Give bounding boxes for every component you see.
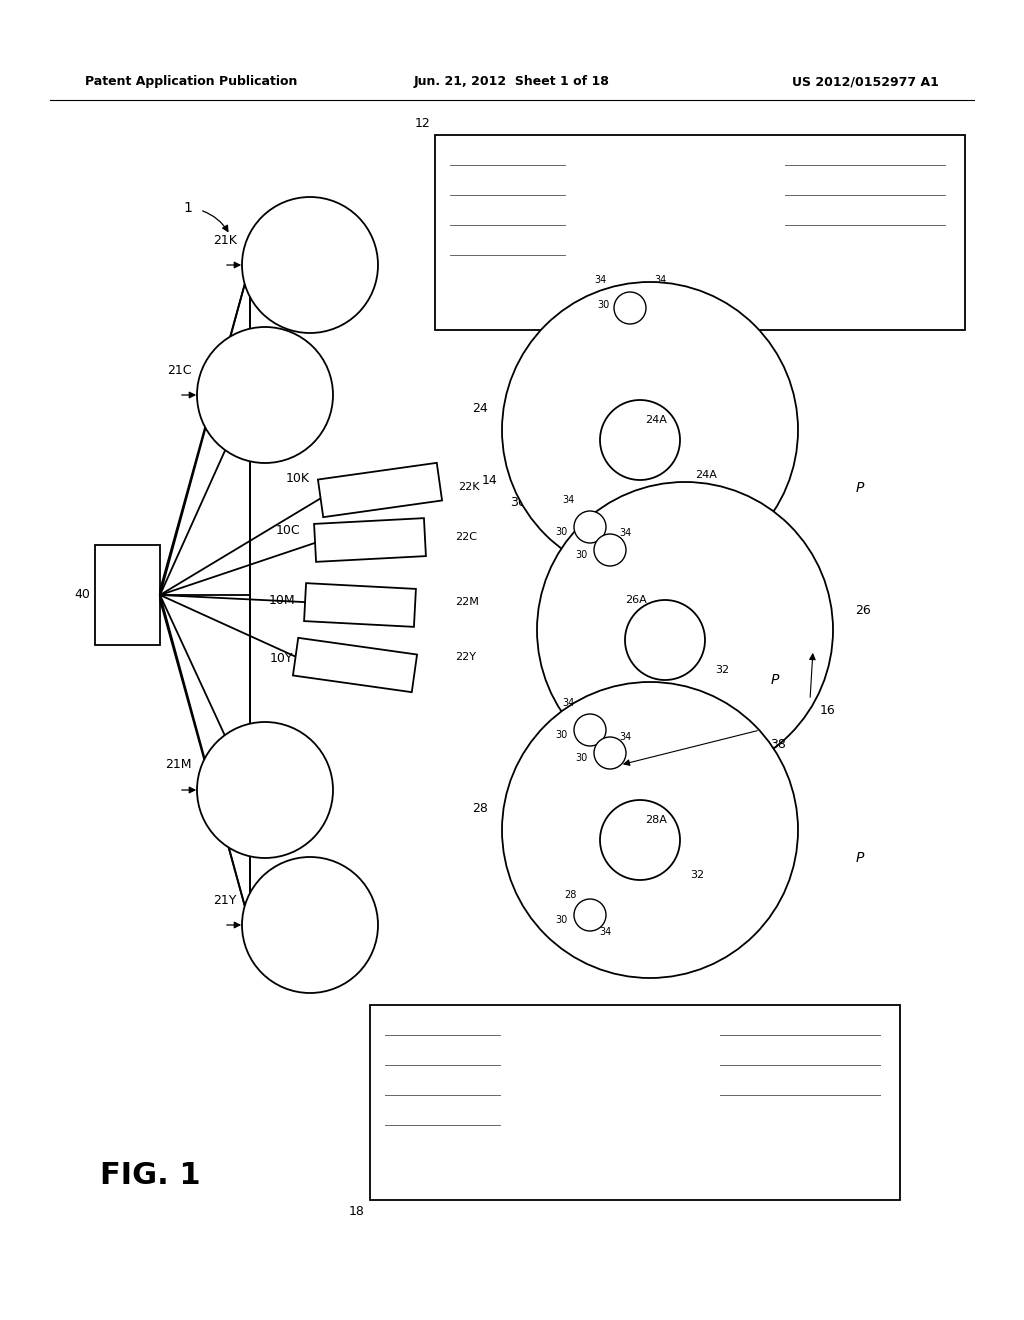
Text: 10M: 10M [268,594,295,606]
Text: 24A: 24A [645,414,667,425]
Text: 21K: 21K [213,234,237,247]
Circle shape [502,282,798,578]
Text: 24A: 24A [695,470,717,480]
Polygon shape [314,519,426,562]
Text: P: P [771,673,779,686]
Text: 28: 28 [472,801,488,814]
Circle shape [625,601,705,680]
Text: 10C: 10C [275,524,300,536]
Text: 10K: 10K [286,471,310,484]
Circle shape [197,722,333,858]
Bar [435,135,965,330]
Text: 26A: 26A [675,690,696,700]
Text: 24: 24 [472,401,488,414]
Text: 40: 40 [74,589,90,602]
Text: FIG. 1: FIG. 1 [100,1160,201,1189]
Circle shape [614,292,646,323]
Text: 30: 30 [598,300,610,310]
Circle shape [600,800,680,880]
Text: 1: 1 [183,201,193,215]
Text: 30: 30 [556,730,568,741]
Text: 26: 26 [855,603,870,616]
Text: 32: 32 [700,500,714,510]
Circle shape [242,857,378,993]
Text: 38: 38 [770,738,785,751]
Text: 12: 12 [415,117,430,129]
Text: 32: 32 [690,870,705,880]
Text: 34: 34 [654,275,667,285]
Text: 16: 16 [820,704,836,717]
Polygon shape [317,463,442,517]
Polygon shape [304,583,416,627]
Text: 34: 34 [618,528,631,539]
Text: Jun. 21, 2012  Sheet 1 of 18: Jun. 21, 2012 Sheet 1 of 18 [414,75,610,88]
Text: 30: 30 [556,915,568,925]
Text: 34: 34 [594,275,606,285]
Text: 34: 34 [562,698,574,708]
Text: 34: 34 [599,927,611,937]
Text: P: P [856,480,864,495]
Text: 34: 34 [618,733,631,742]
Circle shape [600,400,680,480]
Circle shape [574,714,606,746]
Text: 30: 30 [556,527,568,537]
Circle shape [574,899,606,931]
Bar [95,545,160,645]
Text: 21Y: 21Y [214,894,237,907]
Text: US 2012/0152977 A1: US 2012/0152977 A1 [793,75,939,88]
Circle shape [574,511,606,543]
Text: 34: 34 [562,495,574,506]
Text: 22M: 22M [455,597,479,607]
Text: 30: 30 [575,752,588,763]
Text: 18: 18 [349,1205,365,1218]
Text: 28A: 28A [645,814,667,825]
Text: 22K: 22K [458,482,479,492]
Text: P: P [856,851,864,865]
Circle shape [537,482,833,777]
Text: 21M: 21M [166,759,193,771]
Text: 28: 28 [564,890,577,900]
Text: 22Y: 22Y [455,652,476,663]
Text: Patent Application Publication: Patent Application Publication [85,75,297,88]
Text: 22C: 22C [455,532,477,543]
Text: 21C: 21C [168,363,193,376]
Circle shape [594,535,626,566]
Polygon shape [293,638,417,692]
Circle shape [242,197,378,333]
Text: 10Y: 10Y [269,652,293,664]
Text: 26A: 26A [625,595,647,605]
Text: 32: 32 [715,665,729,675]
Text: 14: 14 [482,474,498,487]
Text: 30: 30 [575,550,588,560]
Circle shape [594,737,626,770]
Text: 36: 36 [510,495,526,508]
Bar [370,1005,900,1200]
Circle shape [197,327,333,463]
Circle shape [502,682,798,978]
